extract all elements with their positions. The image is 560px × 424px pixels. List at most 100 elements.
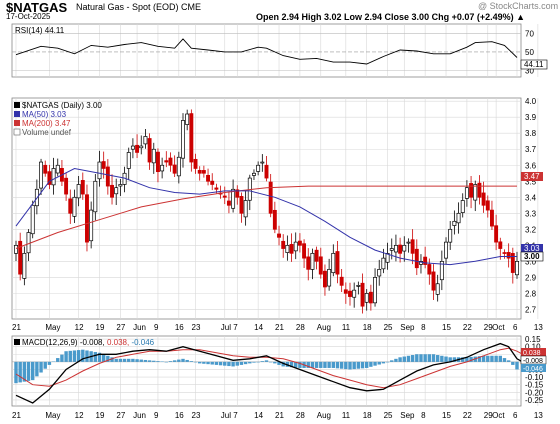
macd-hist-bar [415, 354, 419, 362]
candle [22, 246, 27, 286]
macd-hist-bar [264, 360, 269, 362]
candle-body [226, 200, 231, 206]
candle-body [410, 239, 415, 254]
candle [481, 181, 486, 213]
x-tick-label-bottom: 12 [75, 411, 84, 420]
candle [118, 178, 123, 196]
candle-body [93, 180, 98, 213]
svg-text:0.038: 0.038 [523, 350, 541, 357]
macd-tick-label: -0.20 [525, 388, 544, 397]
candle [160, 157, 165, 179]
candle-body [414, 248, 419, 269]
macd-hist-bar [377, 361, 381, 365]
candle-body [481, 192, 486, 206]
macd-hist-bar [406, 355, 411, 362]
macd-hist-bar [22, 361, 27, 382]
price-tick-label: 4.0 [525, 97, 537, 106]
x-tick-label-bottom: May [45, 411, 60, 420]
macd-hist-bar [431, 354, 436, 362]
x-tick-label-mid: Aug [317, 323, 331, 332]
macd-legend: MACD(12,26,9) -0.008, 0.038, -0.046 [22, 338, 155, 347]
x-tick-label-mid: 28 [296, 323, 305, 332]
macd-hist-bar [43, 361, 47, 369]
macd-hist-bar [252, 361, 256, 363]
macd-hist-bar [494, 355, 498, 362]
ma50-legend-swatch [14, 111, 20, 117]
candle [264, 155, 269, 182]
macd-hist-bar [314, 361, 319, 368]
macd-signal-tag: 0.038 [521, 348, 546, 357]
candle-body [18, 240, 23, 275]
macd-hist-bar [310, 361, 315, 368]
candle [502, 249, 507, 259]
candle-body [197, 169, 202, 174]
macd-hist-bar [26, 361, 31, 381]
candle [80, 172, 85, 200]
candle-body [43, 164, 48, 174]
candle [51, 157, 56, 195]
candle [494, 214, 499, 251]
candle-body [431, 271, 436, 291]
macd-hist-bar [423, 354, 427, 362]
macd-hist-bar [202, 361, 206, 364]
candle [331, 244, 336, 277]
macd-hist-bar [390, 360, 394, 362]
svg-text:3.03: 3.03 [524, 244, 540, 253]
candle [293, 232, 298, 260]
macd-hist-bar [81, 349, 85, 362]
macd-hist-bar [56, 358, 60, 362]
candle [130, 138, 135, 159]
candle [310, 248, 315, 280]
candle-body [243, 200, 248, 218]
macd-hist-bar [101, 354, 106, 362]
candle-body [193, 158, 198, 169]
macd-hist-bar [18, 361, 22, 383]
price-tick-label: 3.0 [525, 257, 537, 266]
volume-legend: Volume undef [22, 128, 72, 137]
x-tick-label-bottom: Jun [133, 411, 146, 420]
macd-hist-bar [398, 357, 402, 362]
candle [147, 133, 152, 170]
macd-hist-bar [214, 361, 219, 365]
candle-body [105, 166, 110, 187]
candle [139, 135, 144, 155]
chart-date: 17-Oct-2025 [6, 12, 51, 21]
candle-body [464, 187, 469, 199]
x-tick-label-bottom: 19 [96, 411, 105, 420]
ohlc-summary: Open 2.94 High 3.02 Low 2.94 Close 3.00 … [256, 12, 526, 22]
macd-hist-bar [156, 361, 160, 362]
candle-body [89, 209, 94, 242]
candle [189, 109, 194, 172]
candle-body [214, 187, 219, 190]
candle-body [490, 209, 494, 227]
candle-body [206, 175, 210, 182]
macd-hist-bar [189, 361, 194, 362]
candle-body [402, 244, 407, 252]
macd-hist-bar [319, 361, 323, 368]
candle [352, 282, 357, 308]
candle [93, 174, 98, 221]
x-tick-label-bottom: 21 [12, 411, 21, 420]
candle-body [231, 188, 236, 209]
x-tick-label-bottom: Sep [400, 411, 415, 420]
candle-body [30, 204, 35, 235]
candle-body [151, 148, 156, 164]
macd-hist-bar [477, 356, 482, 362]
x-tick-label-bottom: 28 [296, 411, 305, 420]
price-tick-label: 2.9 [525, 273, 537, 282]
macd-hist-bar [373, 361, 377, 366]
candle [268, 173, 273, 218]
candle-body [377, 269, 382, 277]
candle [306, 248, 311, 281]
candle [105, 159, 110, 195]
macd-hist-bar [164, 361, 168, 363]
candle [477, 175, 482, 205]
macd-hist-bar [365, 361, 369, 368]
candle [402, 236, 407, 262]
candle [510, 247, 515, 284]
candle [327, 258, 332, 291]
rsi-layer [15, 38, 518, 65]
candle-body [130, 145, 135, 150]
watermark: @ StockCharts.com [478, 1, 559, 11]
candle-body [277, 233, 281, 238]
